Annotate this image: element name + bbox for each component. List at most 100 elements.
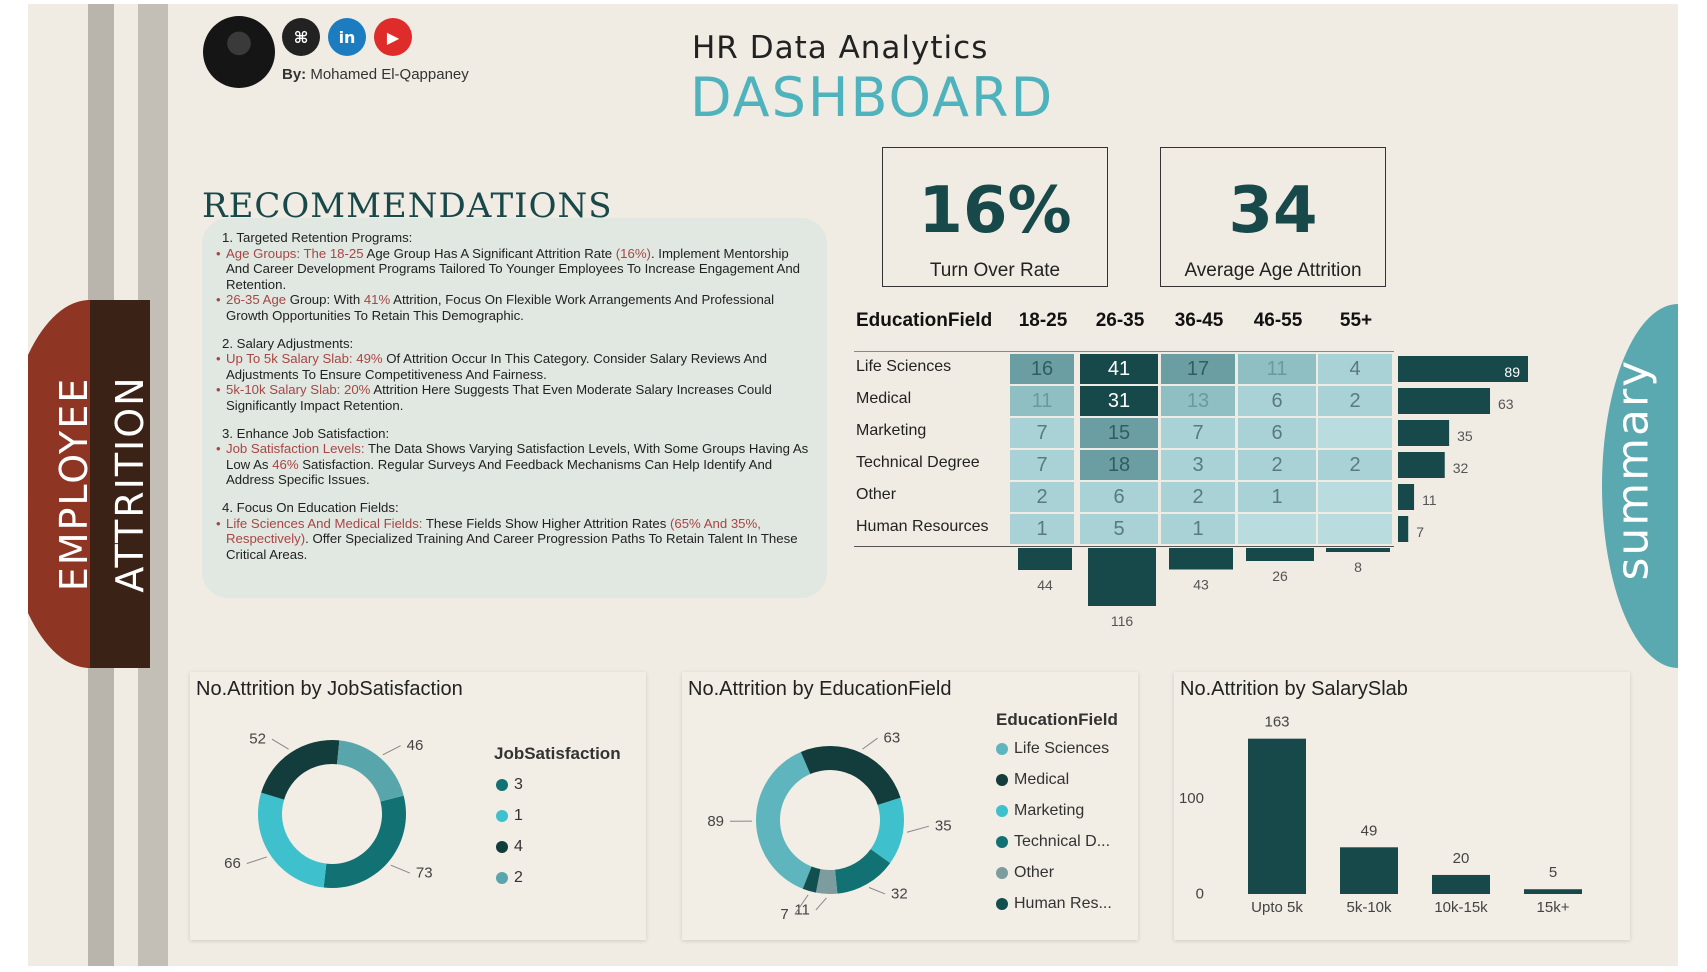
matrix-row-label: Human Resources <box>856 518 989 535</box>
recommendation-bullet: 26-35 Age Group: With 41% Attrition, Foc… <box>216 292 813 323</box>
highlight-text: 5k-10k Salary Slab: 20% <box>226 382 371 398</box>
y-tick-label: 0 <box>1196 886 1204 903</box>
donut-leader-line <box>382 745 401 756</box>
donut-slice[interactable] <box>323 795 406 888</box>
row-total-label: 7 <box>1416 524 1424 540</box>
legend-item[interactable]: 3 <box>496 776 523 794</box>
matrix-column-header: 36-45 <box>1174 310 1224 331</box>
legend-item[interactable]: Human Res... <box>996 895 1112 913</box>
highlight-text: (65% And 35%, Respectively) <box>226 515 761 547</box>
page-subtitle: DASHBOARD <box>690 66 1055 129</box>
youtube-icon[interactable]: ▶ <box>374 18 412 56</box>
donut-slice[interactable] <box>756 751 812 889</box>
kpi-turnover-value: 16% <box>918 174 1072 248</box>
kpi-turnover: 16% Turn Over Rate <box>882 147 1108 287</box>
donut-slice[interactable] <box>870 797 904 864</box>
recommendation-bullet: Up To 5k Salary Slab: 49% Of Attrition O… <box>216 351 813 382</box>
matrix-cell <box>1318 514 1392 544</box>
donut-leader-line <box>906 825 930 833</box>
recommendation-item: 1. Targeted Retention Programs:Age Group… <box>216 230 813 324</box>
legend-item[interactable]: Technical D... <box>996 833 1110 851</box>
panel-salary-slab: No.Attrition by SalarySlab 0 100 163 Upto 5… <box>1174 672 1630 940</box>
matrix-cell <box>1318 482 1392 512</box>
page-title: HR Data Analytics <box>692 30 989 66</box>
job-satisfaction-donut: 73 66 52 46 <box>224 731 433 888</box>
recommendation-heading: 1. Targeted Retention Programs: <box>222 230 413 245</box>
highlight-text: 46% <box>272 456 299 472</box>
donut-slice[interactable] <box>800 746 901 805</box>
donut-slice[interactable] <box>261 740 340 800</box>
x-category-label: 5k-10k <box>1346 899 1392 916</box>
legend-item[interactable]: 2 <box>496 869 523 887</box>
legend-label: Marketing <box>1014 802 1085 819</box>
legend-item[interactable]: Medical <box>996 771 1069 789</box>
salary-bar[interactable] <box>1340 847 1398 894</box>
matrix-cell: 2 <box>1318 386 1392 416</box>
donut-slice[interactable] <box>815 869 838 894</box>
salary-bar[interactable] <box>1248 738 1306 894</box>
matrix-cell: 7 <box>1010 418 1074 448</box>
legend-item[interactable]: Other <box>996 864 1054 882</box>
legend-dot <box>496 810 508 822</box>
dashboard-canvas: EMPLOYEE ATTRITION ⌘ in ▶ By: Mohamed El… <box>28 4 1678 966</box>
column-total-label: 8 <box>1354 559 1362 575</box>
donut-value-label: 7 <box>780 906 788 923</box>
donut-value-label: 11 <box>794 901 810 918</box>
donut-value-label: 52 <box>249 731 266 748</box>
salary-bar[interactable] <box>1432 874 1490 894</box>
row-total-bar <box>1398 484 1415 510</box>
recommendation-bullet: Age Groups: The 18-25 Age Group Has A Si… <box>216 246 813 293</box>
author-avatar <box>203 16 275 88</box>
kpi-average-age-label: Average Age Attrition <box>1184 260 1362 281</box>
donut-leader-line <box>862 737 878 750</box>
donut-slice[interactable] <box>258 792 327 888</box>
matrix-cell: 18 <box>1080 450 1158 480</box>
matrix-cell: 7 <box>1010 450 1074 480</box>
legend-item[interactable]: Life Sciences <box>996 740 1109 758</box>
bullet-text: The Data Shows Varying Satisfaction Leve… <box>226 441 809 472</box>
matrix-column-header: 55+ <box>1339 310 1373 331</box>
matrix-cell: 1 <box>1161 514 1235 544</box>
highlight-text: 26-35 Age <box>226 292 287 308</box>
salary-bar[interactable] <box>1524 889 1582 894</box>
linkedin-icon[interactable]: in <box>328 18 366 56</box>
employee-tab-cover <box>30 300 90 668</box>
legend-label: Life Sciences <box>1014 740 1110 757</box>
github-icon[interactable]: ⌘ <box>282 18 320 56</box>
donut-slice[interactable] <box>336 740 404 802</box>
kpi-average-age-value: 34 <box>1228 174 1318 248</box>
highlight-text: Job Satisfaction Levels: <box>226 441 365 457</box>
recommendation-item: 2. Salary Adjustments:Up To 5k Salary Sl… <box>216 336 813 414</box>
row-total-label: 35 <box>1457 428 1473 444</box>
recommendation-bullet: Life Sciences And Medical Fields: These … <box>216 516 813 563</box>
matrix-cell: 6 <box>1238 418 1316 448</box>
donut-slice[interactable] <box>802 866 821 893</box>
matrix-cell: 2 <box>1010 482 1074 512</box>
bullet-text: Satisfaction. Regular Surveys And Feedba… <box>226 456 773 488</box>
legend-item[interactable]: 1 <box>496 807 523 825</box>
donut-slice[interactable] <box>835 849 891 894</box>
recommendation-heading: 4. Focus On Education Fields: <box>222 499 399 515</box>
bullet-text: Age Group Has A Significant Attrition Ra… <box>363 245 616 261</box>
panel-education-field: No.Attrition by EducationField 89 63 35 32 1… <box>682 672 1138 940</box>
matrix-cell: 13 <box>1161 386 1235 416</box>
matrix-cell: 2 <box>1318 450 1392 480</box>
matrix-cell: 6 <box>1080 482 1158 512</box>
column-total-bar <box>1169 548 1233 570</box>
bar-value-label: 5 <box>1549 864 1557 881</box>
bullet-text: . Implement Mentorship And Career Develo… <box>226 245 801 292</box>
legend-item[interactable]: 4 <box>496 838 523 856</box>
matrix-cell: 31 <box>1080 386 1158 416</box>
matrix-cell: 11 <box>1010 386 1074 416</box>
recommendation-item: 3. Enhance Job Satisfaction:Job Satisfac… <box>216 426 813 488</box>
bar-value-label: 20 <box>1453 850 1470 867</box>
donut-value-label: 66 <box>224 855 241 872</box>
salary-slab-bar-chart: 0 100 163 Upto 5k 49 5k-10k 20 10k-15k 5 15k+ <box>1179 714 1582 916</box>
matrix-column-header: 18-25 <box>1018 310 1068 331</box>
legend-item[interactable]: Marketing <box>996 802 1084 820</box>
panel-job-satisfaction-title: No.Attrition by JobSatisfaction <box>196 678 463 700</box>
job-satisfaction-legend-title: JobSatisfaction <box>494 744 621 763</box>
donut-leader-line <box>390 864 411 874</box>
legend-label: 4 <box>514 838 523 855</box>
y-tick-label: 100 <box>1179 790 1204 807</box>
